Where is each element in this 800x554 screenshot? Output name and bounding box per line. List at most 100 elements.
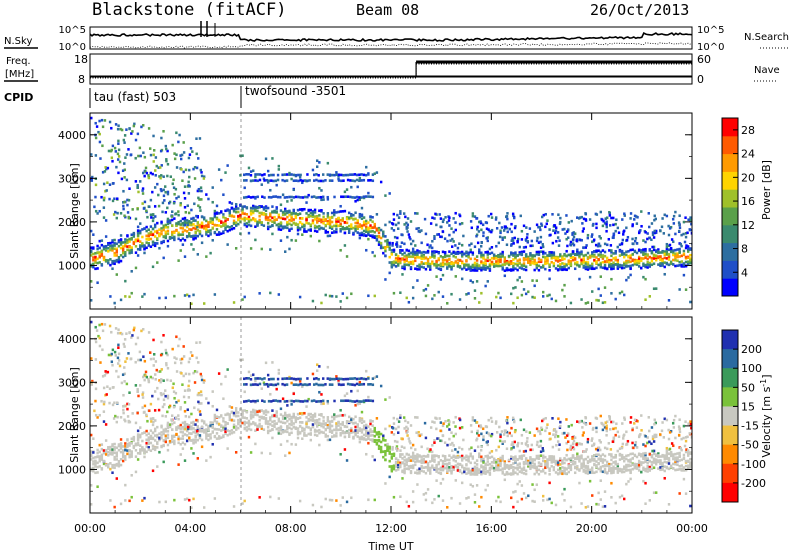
power-cell <box>104 235 108 238</box>
power-cell <box>141 235 144 239</box>
velocity-cell <box>367 425 370 428</box>
power-cell <box>680 244 683 248</box>
power-cell <box>422 253 426 257</box>
velocity-cell <box>205 397 208 400</box>
power-cell <box>535 239 539 243</box>
power-cell <box>522 262 526 265</box>
power-cell <box>550 251 553 254</box>
power-cell <box>237 222 240 226</box>
velocity-cell <box>507 464 511 468</box>
power-cell <box>203 216 206 219</box>
velocity-cell <box>151 423 155 427</box>
power-cell <box>156 229 159 233</box>
velocity-cell <box>262 428 266 431</box>
power-cell <box>166 229 170 233</box>
power-cell <box>277 228 281 231</box>
power-cell <box>217 224 221 227</box>
velocity-cell <box>258 422 261 426</box>
power-cell <box>639 229 642 232</box>
velocity-cell <box>420 469 423 473</box>
power-cell <box>586 233 590 237</box>
velocity-cell <box>188 498 191 502</box>
power-cell <box>616 258 620 262</box>
power-cell <box>473 215 477 218</box>
power-cell <box>514 286 517 289</box>
velocity-cell <box>271 361 274 364</box>
power-cell <box>177 231 180 235</box>
power-cell <box>382 246 385 249</box>
velocity-cell <box>190 412 193 416</box>
power-cell <box>365 248 368 252</box>
velocity-cell <box>307 412 310 416</box>
power-cell <box>254 173 257 176</box>
velocity-cell <box>98 413 101 417</box>
velocity-cell <box>469 452 472 456</box>
power-cell <box>132 124 136 128</box>
power-cell <box>371 235 374 239</box>
power-cell <box>578 253 581 256</box>
power-cell <box>454 255 457 259</box>
power-cell <box>309 223 313 226</box>
power-cell <box>271 157 274 160</box>
power-cell <box>609 224 612 227</box>
power-cell <box>443 237 447 241</box>
velocity-cell <box>175 426 178 429</box>
power-cell <box>520 252 524 255</box>
velocity-cell <box>124 444 127 448</box>
cpid-mode-1: tau (fast) 503 <box>94 90 176 104</box>
power-cell <box>535 264 539 267</box>
power-cell <box>672 249 675 252</box>
power-cell <box>151 233 155 237</box>
power-cell <box>503 236 507 239</box>
power-cell <box>582 264 585 268</box>
power-cell <box>522 258 526 262</box>
power-cell <box>450 292 453 296</box>
power-cell <box>580 238 583 242</box>
velocity-cell <box>512 490 515 494</box>
power-cell <box>121 247 125 251</box>
power-cell <box>435 264 438 268</box>
velocity-cell <box>198 427 202 431</box>
power-cell <box>394 265 398 268</box>
velocity-cell <box>460 426 464 429</box>
power-cell <box>448 250 451 253</box>
power-cell <box>520 238 524 241</box>
power-cell <box>616 245 619 249</box>
velocity-cell <box>245 410 249 414</box>
power-cell <box>655 231 658 235</box>
power-cell <box>162 235 165 239</box>
power-cell <box>111 246 114 250</box>
power-cell <box>354 229 357 233</box>
power-cell <box>269 225 272 229</box>
power-cell <box>672 253 675 257</box>
power-cell <box>665 262 669 266</box>
velocity-cell <box>358 437 362 441</box>
velocity-cell <box>473 467 477 471</box>
power-cell <box>164 230 168 234</box>
velocity-cell <box>405 500 408 504</box>
power-cell <box>458 222 462 226</box>
velocity-cell <box>471 418 475 422</box>
power-cell <box>234 207 238 211</box>
power-cell <box>646 237 649 241</box>
velocity-cell <box>266 422 270 426</box>
power-cell <box>267 195 271 199</box>
velocity-cell <box>465 468 468 471</box>
power-cell <box>471 280 475 284</box>
power-cell <box>94 267 97 271</box>
power-cell <box>335 230 338 234</box>
power-cell <box>109 248 112 252</box>
velocity-cell <box>486 470 489 474</box>
velocity-cell <box>111 471 114 475</box>
velocity-cell <box>139 433 142 437</box>
power-cell <box>433 294 436 297</box>
power-cell <box>564 232 567 235</box>
power-cell <box>352 231 355 235</box>
power-cell <box>581 230 585 233</box>
power-cell <box>563 254 566 257</box>
velocity-cell <box>435 463 438 467</box>
power-cell <box>571 256 575 259</box>
velocity-cell <box>360 421 364 425</box>
power-cell <box>566 236 570 240</box>
power-cell <box>337 210 340 214</box>
